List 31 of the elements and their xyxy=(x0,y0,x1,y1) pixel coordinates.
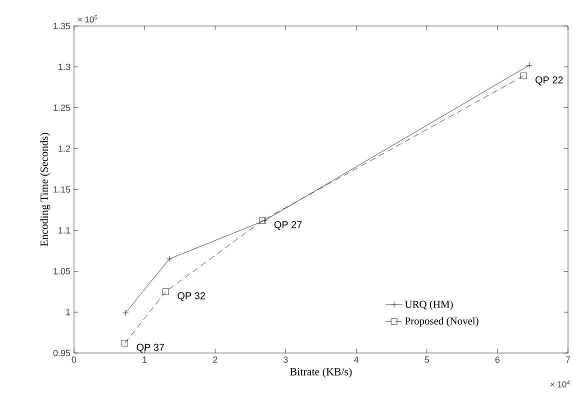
x-tick-label: 3 xyxy=(284,356,288,363)
legend-label: Proposed (Novel) xyxy=(405,317,478,327)
y-tick-label: 1.25 xyxy=(54,104,70,111)
y-axis-title: Encoding Time (Seconds) xyxy=(40,132,50,246)
x-tick-label: 2 xyxy=(213,356,218,363)
y-tick-label: 0.95 xyxy=(53,350,70,356)
y-tick-label: 1 xyxy=(66,309,70,316)
y-tick-label: 1.2 xyxy=(58,145,70,152)
x-tick-label: 0 xyxy=(72,356,76,363)
annotation: QP 32 xyxy=(178,292,205,302)
x-axis-title: Bitrate (KB/s) xyxy=(290,368,352,378)
y-tick-label: 1.3 xyxy=(58,64,70,70)
y-tick-label: 1.1 xyxy=(58,227,70,234)
point xyxy=(122,340,128,346)
y-tick-label: 1.15 xyxy=(54,186,70,193)
y-tick-label: 1.35 xyxy=(54,22,70,30)
point xyxy=(259,217,266,224)
x-tick-label: 4 xyxy=(354,356,359,363)
annotation: QP 27 xyxy=(274,221,302,230)
annotation: QP 22 xyxy=(536,76,563,86)
x-tick-label: 7 xyxy=(566,356,570,363)
x-tick-label: 5 xyxy=(424,356,429,363)
text: × 10$^{5}$ xyxy=(78,16,98,22)
text: × 10$^{4}$ xyxy=(550,380,570,388)
point xyxy=(162,288,169,295)
x-tick-label: 1 xyxy=(142,356,147,363)
annotation: QP 37 xyxy=(136,344,164,353)
y-tick-label: 1.05 xyxy=(54,268,70,274)
legend-label: URQ (HM) xyxy=(404,300,453,310)
point xyxy=(520,72,527,80)
x-tick-label: 6 xyxy=(495,356,500,363)
